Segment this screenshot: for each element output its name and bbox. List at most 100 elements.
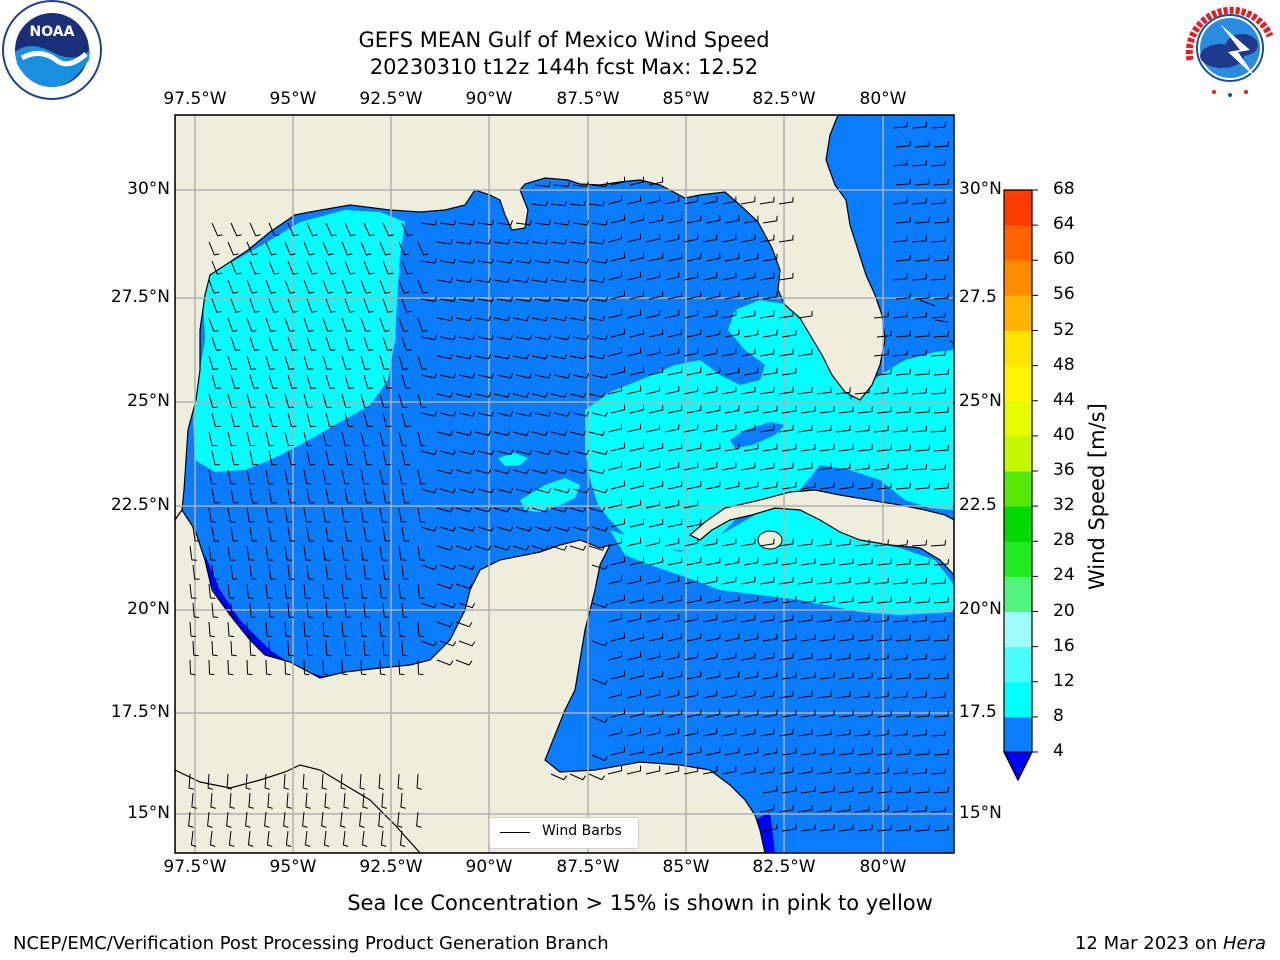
wind-barb <box>667 481 683 490</box>
wind-barb <box>610 328 626 338</box>
colorbar-tick-label: 52 <box>1053 319 1075 340</box>
wind-barb <box>914 824 931 832</box>
lat-label-right: 20°N <box>959 599 1002 619</box>
wind-barb <box>455 468 473 475</box>
wind-barb <box>857 748 873 756</box>
wind-barb <box>550 392 568 398</box>
wind-barb <box>306 488 315 504</box>
wind-barb <box>416 773 423 790</box>
wind-barb <box>230 564 238 580</box>
colorbar-segment <box>1004 295 1032 331</box>
wind-barb <box>420 411 438 417</box>
wind-barb <box>531 354 549 360</box>
wind-barb <box>344 564 352 580</box>
wind-barb <box>436 354 454 360</box>
wind-barb <box>341 279 353 294</box>
wind-barb <box>781 633 797 642</box>
wind-barb <box>645 233 661 243</box>
wind-barb <box>781 785 797 794</box>
wind-barb <box>648 176 664 186</box>
wind-barb <box>265 507 274 523</box>
wind-barb <box>740 462 756 471</box>
wind-barb <box>325 222 337 237</box>
wind-barb <box>762 367 778 376</box>
wind-barb <box>667 405 683 414</box>
wind-barb <box>610 214 626 224</box>
wind-barb <box>284 279 296 294</box>
wind-barb <box>325 564 333 580</box>
wind-barb <box>873 349 889 357</box>
wind-barb <box>420 526 438 532</box>
wind-barb <box>363 450 373 466</box>
wind-barb <box>797 386 813 395</box>
wind-barb <box>591 181 608 188</box>
lat-label-left: 25°N <box>127 391 170 411</box>
wind-barb <box>911 577 928 585</box>
wind-barb <box>930 654 947 661</box>
wind-barb <box>816 767 832 775</box>
wind-barb <box>797 424 813 433</box>
lon-label-bottom: 80°W <box>859 857 907 877</box>
wind-barb <box>781 671 797 680</box>
wind-barb <box>797 804 813 813</box>
wind-barb <box>477 526 495 532</box>
wind-barb <box>341 469 350 485</box>
wind-barb <box>781 481 797 490</box>
blue-patch-in-straits <box>730 422 785 448</box>
wind-barb <box>724 671 740 680</box>
wind-barb <box>401 450 411 466</box>
wind-barb <box>933 711 950 718</box>
wind-barb <box>249 602 257 618</box>
wind-barb <box>705 215 721 224</box>
wind-barb <box>363 602 371 618</box>
wind-barb <box>325 336 336 351</box>
wind-barb <box>724 481 740 490</box>
wind-barb <box>265 355 276 370</box>
wind-barb <box>664 234 680 243</box>
wind-barb <box>572 181 589 188</box>
wind-barb <box>667 519 683 528</box>
lon-label-top: 87.5°W <box>556 89 620 109</box>
wind-barb <box>363 412 373 428</box>
wind-barb <box>382 450 392 466</box>
wind-barb <box>397 773 404 790</box>
wind-barb <box>322 507 331 523</box>
gridlines <box>175 115 954 853</box>
wind-barb <box>515 334 533 341</box>
wind-barb <box>550 545 568 551</box>
wind-barb <box>838 482 854 490</box>
wind-barb <box>781 443 797 452</box>
wind-barb <box>721 538 737 547</box>
wind-barb <box>743 405 759 414</box>
wind-barb <box>686 329 702 338</box>
wind-barb <box>455 239 473 245</box>
wind-barb <box>382 412 392 428</box>
wind-barb <box>873 311 889 319</box>
wind-barb <box>724 443 740 452</box>
colorbar-segment <box>1004 225 1032 261</box>
wind-barb <box>800 748 816 756</box>
wind-barb <box>873 539 889 547</box>
wind-barb <box>645 613 661 623</box>
wind-barb <box>227 317 238 332</box>
wind-barb <box>781 747 797 756</box>
wind-barb <box>208 507 217 523</box>
wind-barb <box>610 746 626 756</box>
lat-label-right: 15°N <box>959 803 1002 823</box>
wind-barb <box>496 526 514 532</box>
wind-barb <box>458 640 476 647</box>
wind-barb <box>474 545 492 551</box>
wind-barb <box>914 558 931 566</box>
wind-barb <box>569 468 587 475</box>
wind-barb <box>876 786 892 794</box>
wind-barb <box>892 197 908 205</box>
wind-barb <box>360 317 371 332</box>
wind-barb <box>249 412 259 428</box>
wind-barb <box>930 540 947 547</box>
wind-barb <box>265 317 276 332</box>
wind-barb <box>230 374 240 389</box>
wind-barb <box>873 463 889 471</box>
wind-barb <box>629 290 645 300</box>
wind-barb <box>702 386 718 395</box>
wind-barb <box>705 671 721 680</box>
